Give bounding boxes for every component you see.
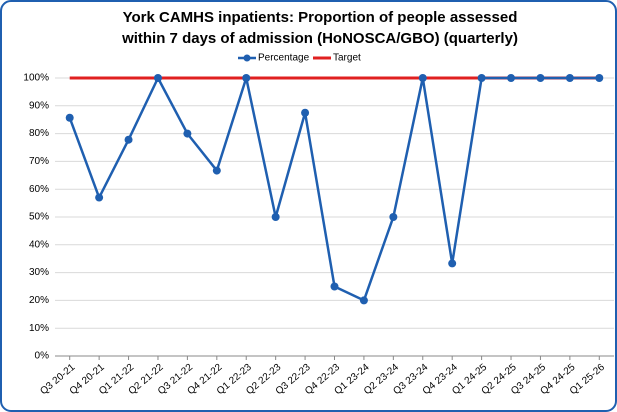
y-tick-label: 60% [29, 184, 49, 195]
legend-label: Percentage [258, 53, 310, 64]
y-tick-label: 20% [29, 295, 49, 306]
point [65, 113, 74, 122]
y-tick-label: 0% [35, 351, 50, 362]
point [389, 213, 398, 221]
y-tick-label: 50% [29, 212, 49, 223]
point [448, 259, 457, 268]
point [301, 108, 310, 117]
point [507, 74, 516, 82]
point [124, 135, 133, 144]
point [271, 213, 280, 221]
point [242, 74, 251, 82]
legend-label: Target [333, 53, 361, 64]
point [595, 74, 604, 82]
y-tick-label: 80% [29, 128, 49, 139]
point [212, 166, 221, 175]
chart-title: within 7 days of admission (HoNOSCA/GBO)… [121, 30, 518, 47]
y-tick-label: 100% [23, 73, 49, 84]
y-tick-label: 90% [29, 100, 49, 111]
y-tick-label: 10% [29, 323, 49, 334]
y-tick-label: 70% [29, 156, 49, 167]
y-tick-label: 30% [29, 267, 49, 278]
chart-title: York CAMHS inpatients: Proportion of peo… [123, 9, 518, 26]
point [565, 74, 574, 82]
legend-marker [243, 54, 251, 62]
point [477, 74, 486, 82]
point [536, 74, 545, 82]
point [330, 282, 339, 291]
point [95, 193, 104, 202]
point [153, 74, 162, 82]
point [418, 74, 427, 82]
point [183, 129, 192, 138]
point [359, 296, 368, 305]
y-tick-label: 40% [29, 239, 49, 250]
